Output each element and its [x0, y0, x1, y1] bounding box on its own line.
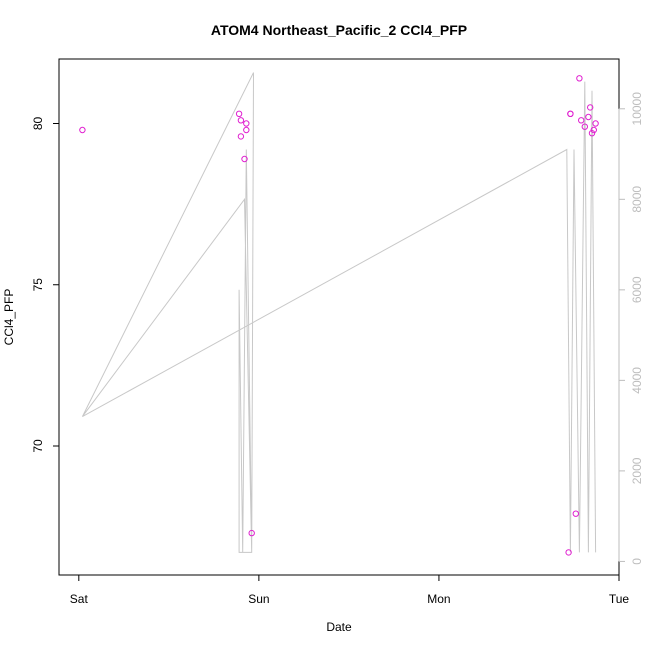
data-point — [567, 110, 574, 118]
data-point — [585, 113, 592, 121]
x-axis: Sat Sun Mon Tue — [70, 574, 630, 606]
x-tick-label: Tue — [609, 592, 630, 606]
data-point — [576, 75, 583, 82]
x-axis-label: Date — [326, 620, 352, 634]
data-point — [248, 529, 255, 537]
data-point — [581, 123, 588, 130]
right-axis-series — [81, 72, 597, 553]
y2-tick-label: 6000 — [630, 276, 644, 303]
y-axis-left: 70 75 80 — [31, 117, 60, 453]
x-tick-label: Sat — [70, 592, 89, 606]
data-point — [243, 120, 250, 127]
x-tick-label: Sun — [248, 592, 269, 606]
chart-title: ATOM4 Northeast_Pacific_2 CCl4_PFP — [211, 22, 467, 38]
y2-tick-label: 0 — [630, 558, 644, 565]
plot-frame — [58, 58, 620, 576]
data-point — [79, 126, 86, 134]
y2-tick-label: 10000 — [630, 92, 644, 126]
data-point — [572, 510, 579, 517]
y-tick-label: 80 — [31, 117, 45, 131]
data-point — [587, 104, 594, 111]
left-axis-series — [79, 75, 599, 556]
series-line — [81, 72, 597, 553]
y-axis-right: 0 2000 4000 6000 8000 10000 — [618, 92, 644, 565]
data-point — [237, 117, 245, 124]
data-point — [243, 126, 250, 134]
data-point — [578, 117, 585, 124]
y2-tick-label: 8000 — [630, 186, 644, 213]
data-point — [592, 120, 599, 127]
data-point — [565, 549, 572, 556]
data-point — [237, 133, 245, 140]
x-tick-label: Mon — [427, 592, 450, 606]
data-point — [588, 130, 596, 137]
data-point — [590, 126, 597, 134]
y-axis-label: CCl4_PFP — [2, 289, 16, 346]
y-tick-label: 75 — [31, 278, 45, 292]
y2-tick-label: 2000 — [630, 457, 644, 484]
y-tick-label: 70 — [31, 439, 45, 453]
data-point — [241, 155, 248, 163]
y2-tick-label: 4000 — [630, 367, 644, 394]
data-point — [235, 110, 243, 118]
